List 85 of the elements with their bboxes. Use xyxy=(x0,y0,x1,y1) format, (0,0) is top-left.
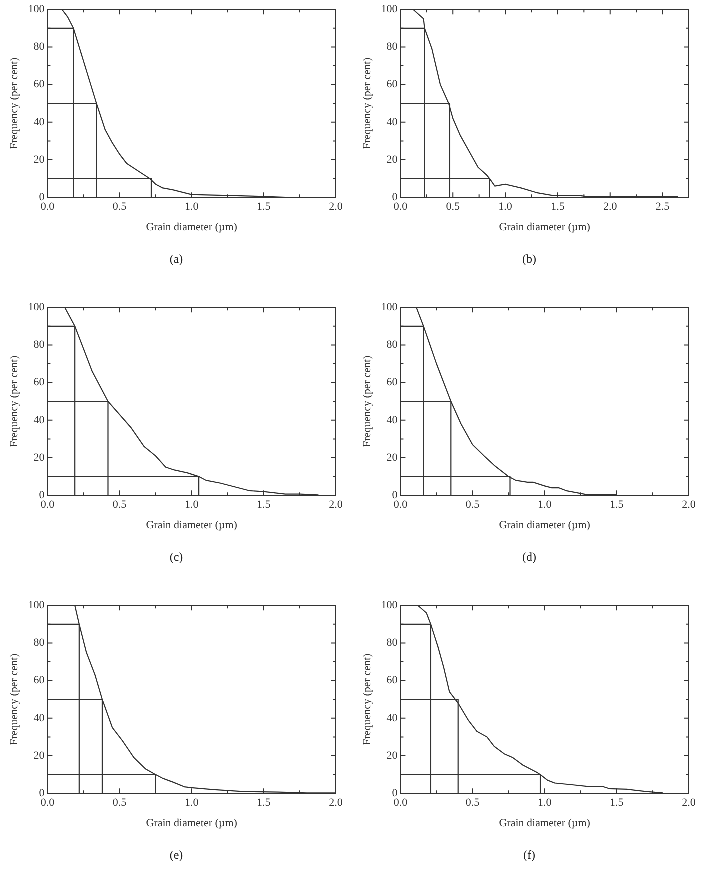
y-tick-label: 60 xyxy=(34,376,46,389)
y-tick-label: 40 xyxy=(386,712,398,724)
y-tick-label: 20 xyxy=(386,154,398,166)
x-tick-label: 0.5 xyxy=(466,797,480,810)
x-axis-title: Grain diameter (µm) xyxy=(146,817,238,830)
y-axis-title: Frequency (per cent) xyxy=(8,355,20,448)
x-tick-label: 2.0 xyxy=(604,201,618,214)
y-tick-label: 20 xyxy=(34,154,46,166)
y-tick-label: 100 xyxy=(381,301,398,314)
y-tick-label: 20 xyxy=(34,750,46,762)
text: (b) xyxy=(522,252,538,267)
x-tick-label: 2.0 xyxy=(329,201,344,214)
y-tick-label: 80 xyxy=(34,637,46,650)
x-tick-label: 2.0 xyxy=(329,499,344,512)
y-tick-label: 100 xyxy=(28,3,46,16)
x-tick-label: 0.0 xyxy=(40,797,56,810)
y-tick-label: 20 xyxy=(34,452,46,464)
y-tick-label: 0 xyxy=(39,489,46,502)
y-tick-label: 20 xyxy=(386,452,398,464)
x-tick-label: 2.0 xyxy=(682,797,696,810)
y-tick-label: 40 xyxy=(386,116,398,128)
x-tick-label: 1.5 xyxy=(257,201,272,214)
x-axis-title: Grain diameter (µm) xyxy=(146,221,238,234)
y-tick-label: 40 xyxy=(34,414,46,426)
x-tick-label: 0.5 xyxy=(112,499,128,512)
x-axis-title: Grain diameter (µm) xyxy=(499,221,591,234)
x-tick-label: 0.5 xyxy=(446,201,460,214)
y-axis-title: Frequency (per cent) xyxy=(361,355,374,448)
x-tick-label: 0.0 xyxy=(394,201,408,214)
x-tick-label: 0.0 xyxy=(394,499,408,512)
x-tick-label: 0.5 xyxy=(112,797,128,810)
y-tick-label: 40 xyxy=(386,414,398,426)
x-tick-label: 1.0 xyxy=(538,797,552,810)
y-tick-label: 100 xyxy=(381,3,398,16)
x-tick-label: 0.0 xyxy=(394,797,408,810)
text: (a) xyxy=(168,252,184,267)
y-tick-label: 80 xyxy=(386,41,398,54)
x-tick-label: 0.5 xyxy=(112,201,128,214)
x-tick-label: 1.0 xyxy=(538,499,552,512)
y-axis-title: Frequency (per cent) xyxy=(361,653,374,746)
text: (f) xyxy=(522,848,536,863)
y-tick-label: 100 xyxy=(28,599,46,612)
y-tick-label: 80 xyxy=(34,339,46,352)
x-tick-label: 1.0 xyxy=(184,797,200,810)
text: (c) xyxy=(168,550,184,565)
x-tick-label: 1.0 xyxy=(184,499,200,512)
x-tick-label: 2.5 xyxy=(656,201,670,214)
x-axis-title: Grain diameter (µm) xyxy=(499,519,591,532)
y-tick-label: 80 xyxy=(34,41,46,54)
text: (d) xyxy=(522,550,538,565)
x-tick-label: 1.5 xyxy=(551,201,566,214)
y-tick-label: 60 xyxy=(34,78,46,91)
x-tick-label: 1.5 xyxy=(610,797,624,810)
y-tick-label: 60 xyxy=(386,376,398,389)
x-axis-title: Grain diameter (µm) xyxy=(146,519,238,532)
x-axis-title: Grain diameter (µm) xyxy=(499,817,591,830)
y-tick-label: 20 xyxy=(386,750,398,762)
x-tick-label: 2.0 xyxy=(682,499,696,512)
y-tick-label: 0 xyxy=(392,191,398,204)
y-axis-title: Frequency (per cent) xyxy=(361,57,374,150)
x-tick-label: 0.0 xyxy=(40,201,56,214)
y-tick-label: 40 xyxy=(34,116,46,128)
y-tick-label: 0 xyxy=(39,191,46,204)
y-tick-label: 60 xyxy=(34,674,46,687)
y-tick-label: 60 xyxy=(386,78,398,91)
x-tick-label: 1.5 xyxy=(610,499,624,512)
x-tick-label: 1.5 xyxy=(257,797,272,810)
y-axis-title: Frequency (per cent) xyxy=(8,57,20,150)
x-tick-label: 2.0 xyxy=(329,797,344,810)
y-tick-label: 80 xyxy=(386,339,398,352)
y-tick-label: 100 xyxy=(28,301,46,314)
y-tick-label: 80 xyxy=(386,637,398,650)
y-tick-label: 100 xyxy=(381,599,398,612)
x-tick-label: 0.0 xyxy=(40,499,56,512)
y-tick-label: 40 xyxy=(34,712,46,724)
x-tick-label: 1.0 xyxy=(498,201,513,214)
text: (e) xyxy=(168,848,184,863)
y-tick-label: 0 xyxy=(392,787,398,800)
y-tick-label: 60 xyxy=(386,674,398,687)
y-tick-label: 0 xyxy=(392,489,398,502)
x-tick-label: 0.5 xyxy=(466,499,480,512)
y-axis-title: Frequency (per cent) xyxy=(8,653,20,746)
x-tick-label: 1.0 xyxy=(184,201,200,214)
y-tick-label: 0 xyxy=(39,787,46,800)
x-tick-label: 1.5 xyxy=(257,499,272,512)
